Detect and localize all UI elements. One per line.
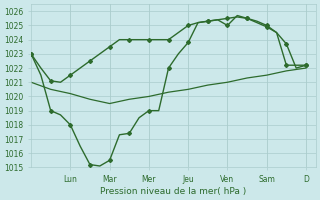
X-axis label: Pression niveau de la mer( hPa ): Pression niveau de la mer( hPa ) (100, 187, 247, 196)
